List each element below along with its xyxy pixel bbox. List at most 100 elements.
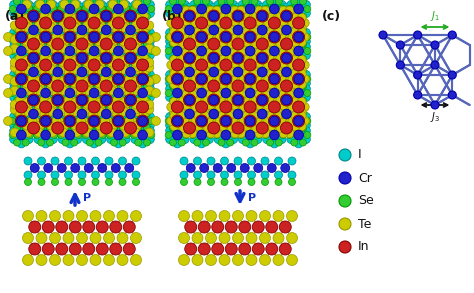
Circle shape: [138, 24, 147, 33]
Circle shape: [220, 59, 232, 71]
Circle shape: [194, 24, 203, 33]
Circle shape: [89, 96, 98, 105]
Circle shape: [109, 72, 118, 81]
Circle shape: [214, 37, 223, 45]
Circle shape: [182, 61, 189, 68]
Circle shape: [100, 10, 112, 22]
Circle shape: [212, 48, 221, 57]
Circle shape: [226, 21, 235, 30]
Circle shape: [291, 125, 298, 132]
Circle shape: [288, 60, 297, 69]
Circle shape: [90, 98, 98, 106]
Circle shape: [131, 128, 140, 137]
Circle shape: [270, 42, 279, 50]
Circle shape: [36, 65, 45, 74]
Circle shape: [195, 13, 201, 20]
Circle shape: [95, 139, 102, 146]
Circle shape: [222, 24, 230, 33]
Circle shape: [191, 76, 197, 83]
Circle shape: [194, 122, 203, 131]
Circle shape: [283, 76, 291, 85]
Circle shape: [218, 97, 225, 104]
Circle shape: [77, 11, 87, 21]
Circle shape: [206, 59, 215, 68]
Circle shape: [185, 53, 194, 63]
Circle shape: [302, 93, 310, 102]
Circle shape: [194, 178, 201, 185]
Circle shape: [212, 243, 224, 255]
Circle shape: [46, 83, 54, 90]
Circle shape: [41, 4, 50, 14]
Circle shape: [182, 17, 191, 26]
Circle shape: [202, 124, 210, 131]
Circle shape: [181, 121, 189, 130]
Circle shape: [176, 27, 185, 36]
Circle shape: [66, 66, 74, 74]
Circle shape: [252, 221, 264, 233]
Circle shape: [74, 76, 81, 83]
Circle shape: [131, 121, 139, 130]
Circle shape: [217, 21, 226, 30]
Circle shape: [179, 81, 188, 91]
Circle shape: [286, 210, 298, 222]
Circle shape: [71, 41, 78, 48]
Circle shape: [131, 104, 138, 111]
Circle shape: [214, 28, 223, 37]
Circle shape: [107, 21, 116, 30]
Circle shape: [234, 45, 242, 54]
Circle shape: [138, 74, 147, 84]
Circle shape: [125, 163, 134, 173]
Circle shape: [15, 73, 27, 85]
Circle shape: [117, 233, 128, 243]
Circle shape: [274, 54, 281, 62]
Circle shape: [264, 81, 273, 91]
Circle shape: [135, 110, 142, 117]
Circle shape: [145, 63, 154, 72]
Circle shape: [170, 38, 179, 47]
Circle shape: [61, 50, 70, 58]
Circle shape: [241, 50, 250, 58]
Circle shape: [71, 124, 78, 131]
Circle shape: [29, 221, 41, 233]
Circle shape: [22, 114, 30, 122]
Circle shape: [219, 13, 228, 22]
Circle shape: [191, 104, 197, 111]
Circle shape: [94, 50, 103, 58]
Circle shape: [297, 108, 306, 117]
Circle shape: [224, 13, 233, 22]
Circle shape: [202, 50, 210, 58]
Circle shape: [255, 47, 261, 54]
Circle shape: [224, 55, 233, 64]
Circle shape: [119, 68, 126, 75]
Circle shape: [270, 139, 279, 148]
Circle shape: [262, 76, 269, 83]
Circle shape: [294, 88, 303, 98]
Circle shape: [41, 125, 50, 134]
Circle shape: [179, 33, 188, 42]
Circle shape: [111, 54, 118, 62]
Circle shape: [246, 80, 255, 88]
Circle shape: [173, 116, 182, 126]
Circle shape: [246, 74, 255, 84]
Circle shape: [206, 89, 213, 96]
Circle shape: [82, 51, 91, 59]
Circle shape: [30, 117, 39, 125]
Circle shape: [146, 84, 155, 93]
Circle shape: [86, 82, 93, 89]
Circle shape: [83, 243, 95, 255]
Circle shape: [198, 42, 206, 50]
Circle shape: [102, 35, 110, 43]
Circle shape: [212, 59, 221, 68]
Circle shape: [215, 62, 221, 69]
Circle shape: [206, 255, 217, 265]
Circle shape: [288, 124, 297, 132]
Circle shape: [224, 66, 233, 75]
Circle shape: [221, 116, 231, 126]
Circle shape: [71, 121, 80, 130]
Circle shape: [242, 82, 249, 89]
Circle shape: [84, 42, 93, 51]
Circle shape: [22, 121, 31, 130]
Circle shape: [287, 113, 295, 121]
Circle shape: [48, 63, 57, 72]
Circle shape: [17, 125, 26, 134]
